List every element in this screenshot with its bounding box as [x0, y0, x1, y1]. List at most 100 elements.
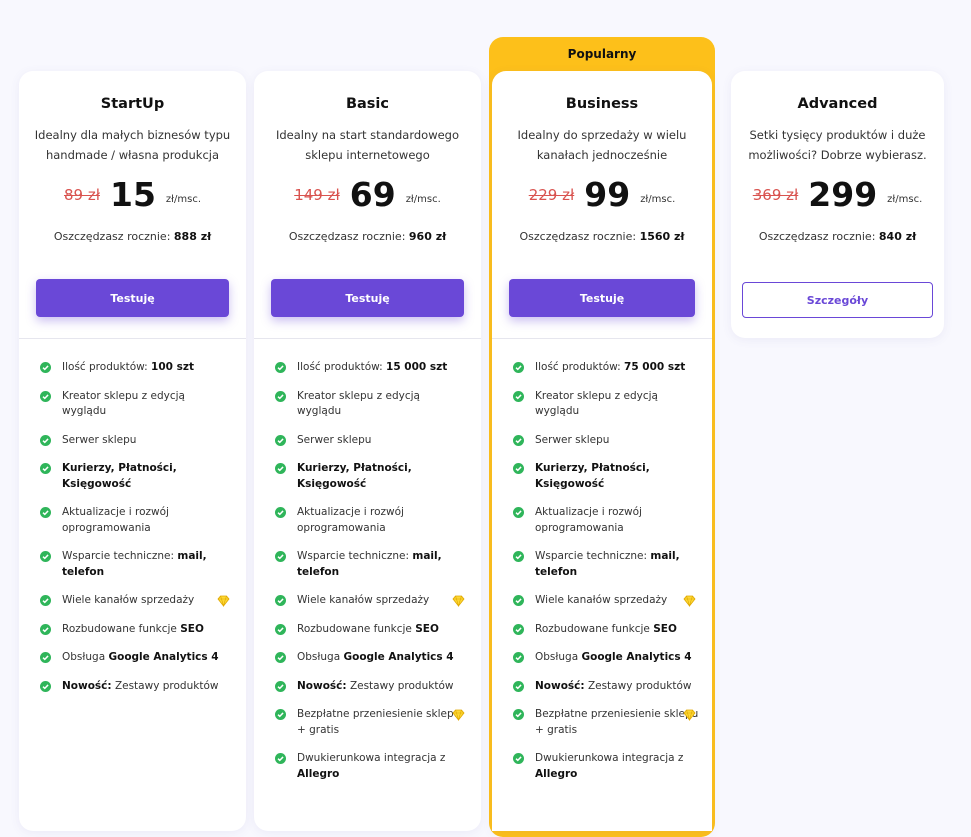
- description-line: handmade / własna produkcja: [45, 148, 220, 162]
- feature-part: Zestawy produktów: [349, 679, 454, 692]
- plan-button[interactable]: Szczegóły: [742, 282, 933, 318]
- feature-part: Bezpłatne przeniesienie sklepu + gratis: [535, 708, 699, 736]
- feature-part: Zestawy produktów: [114, 679, 219, 692]
- feature-text: Aktualizacje i rozwój oprogramowania: [62, 505, 228, 536]
- feature: Aktualizacje i rozwój oprogramowania: [19, 505, 246, 536]
- feature-part: Ilość produktów:: [297, 361, 383, 373]
- feature: Kreator sklepu z edycją wyglądu: [19, 389, 246, 420]
- feature-text: Rozbudowane funkcje SEO: [297, 622, 463, 638]
- feature-text: Aktualizacje i rozwój oprogramowania: [535, 505, 701, 536]
- savings-label: Oszczędzasz rocznie:: [519, 230, 637, 243]
- feature-text: Obsługa Google Analytics 4: [62, 650, 228, 666]
- feature: Obsługa Google Analytics 4: [19, 650, 246, 666]
- plan-name: Advanced: [797, 96, 878, 112]
- feature: Wiele kanałów sprzedaży: [254, 593, 481, 609]
- check-icon: [275, 623, 286, 635]
- feature-part: 100 szt: [151, 361, 194, 373]
- feature-part: Rozbudowane funkcje: [297, 622, 412, 635]
- feature-part: Google Analytics 4: [581, 651, 692, 663]
- feature-text: Wsparcie techniczne: mail, telefon: [297, 549, 463, 580]
- feature-part: mail, telefon: [535, 550, 680, 578]
- check-icon: [40, 507, 51, 518]
- old-price: 229 zł: [528, 185, 575, 204]
- price-row: 149 zł 69 zł/msc.: [254, 175, 481, 214]
- feature-part: Nowość:: [297, 679, 347, 692]
- feature-text: Kurierzy, Płatności, Księgowość: [297, 461, 463, 492]
- description-line: kanałach jednocześnie: [536, 148, 668, 162]
- plan-header: StartUp Idealny dla małych biznesów typu h…: [19, 71, 246, 338]
- description-line: sklepu internetowego: [305, 148, 430, 162]
- yearly-savings: Oszczędzasz rocznie: 840 zł: [731, 230, 944, 243]
- description-line: Setki tysięcy produktów i duże: [749, 128, 926, 142]
- plan-button[interactable]: Testuję: [271, 279, 464, 317]
- feature: Ilość produktów: 75 000 szt: [492, 360, 712, 376]
- old-price: 149 zł: [294, 185, 340, 204]
- check-icon: [513, 709, 524, 720]
- feature-part: Google Analytics 4: [108, 651, 219, 663]
- feature-part: SEO: [415, 622, 439, 635]
- feature-part: mail, telefon: [62, 550, 207, 578]
- feature-part: Aktualizacje i rozwój oprogramowania: [62, 506, 169, 534]
- feature-text: Nowość: Zestawy produktów: [297, 679, 463, 695]
- plan-name: StartUp: [100, 96, 165, 112]
- feature-part: Kreator sklepu z edycją wyglądu: [297, 389, 420, 418]
- feature: Wiele kanałów sprzedaży: [492, 593, 712, 609]
- feature-text: Dwukierunkowa integracja z Allegro: [535, 751, 701, 782]
- feature: Wsparcie techniczne: mail, telefon: [492, 549, 712, 580]
- premium-icon: [452, 595, 465, 607]
- feature: Bezpłatne przeniesienie sklepu + gratis: [254, 707, 481, 738]
- feature-text: Ilość produktów: 100 szt: [62, 360, 228, 376]
- description-line: Idealny dla małych biznesów typu: [34, 128, 231, 142]
- feature: Bezpłatne przeniesienie sklepu + gratis: [492, 707, 712, 738]
- plan-button[interactable]: Testuję: [509, 279, 695, 317]
- savings-label: Oszczędzasz rocznie:: [288, 230, 406, 243]
- plan-header: Advanced Setki tysięcy produktów i duże mo…: [731, 71, 944, 338]
- feature: Aktualizacje i rozwój oprogramowania: [254, 505, 481, 536]
- feature-text: Serwer sklepu: [297, 433, 463, 449]
- price-unit: zł/msc.: [165, 194, 202, 205]
- check-icon: [513, 753, 524, 764]
- feature: Kurierzy, Płatności, Księgowość: [19, 461, 246, 492]
- description-line: Idealny na start standardowego: [275, 128, 460, 142]
- feature-part: Serwer sklepu: [297, 433, 372, 446]
- feature-text: Ilość produktów: 15 000 szt: [297, 360, 463, 376]
- feature-text: Wsparcie techniczne: mail, telefon: [62, 549, 228, 580]
- check-icon: [513, 652, 524, 663]
- feature-part: SEO: [653, 622, 677, 635]
- check-icon: [40, 623, 51, 635]
- feature-text: Kurierzy, Płatności, Księgowość: [62, 461, 228, 492]
- feature-text: Bezpłatne przeniesienie sklepu + gratis: [297, 707, 463, 738]
- price-unit: zł/msc.: [640, 194, 676, 205]
- plan-button[interactable]: Testuję: [36, 279, 229, 317]
- feature-part: Wsparcie techniczne:: [535, 550, 648, 562]
- premium-icon: [683, 709, 696, 721]
- feature-part: 75 000 szt: [624, 361, 686, 373]
- plan-name: Basic: [345, 96, 390, 112]
- feature-part: Kurierzy, Płatności, Księgowość: [62, 462, 177, 490]
- old-price: 369 zł: [752, 185, 799, 204]
- feature-part: Rozbudowane funkcje: [535, 622, 650, 635]
- check-icon: [513, 463, 524, 474]
- feature: Wsparcie techniczne: mail, telefon: [19, 549, 246, 580]
- feature-part: Wiele kanałów sprzedaży: [62, 594, 195, 606]
- feature-part: Nowość:: [62, 679, 112, 692]
- feature-part: Ilość produktów:: [535, 361, 621, 373]
- feature: Nowość: Zestawy produktów: [492, 679, 712, 695]
- price-unit: zł/msc.: [405, 194, 441, 205]
- feature-text: Wiele kanałów sprzedaży: [62, 593, 228, 609]
- feature-part: mail, telefon: [297, 550, 442, 578]
- feature-text: Bezpłatne przeniesienie sklepu + gratis: [535, 707, 701, 738]
- feature-part: Zestawy produktów: [587, 679, 692, 692]
- feature-part: Nowość:: [535, 679, 585, 692]
- feature-text: Dwukierunkowa integracja z Allegro: [297, 751, 463, 782]
- price-unit: zł/msc.: [887, 194, 923, 205]
- feature-part: Bezpłatne przeniesienie sklepu + gratis: [297, 708, 461, 736]
- price: 99: [584, 175, 631, 214]
- check-icon: [275, 551, 286, 562]
- feature-part: Allegro: [535, 767, 578, 780]
- feature-part: SEO: [180, 622, 204, 635]
- check-icon: [40, 463, 51, 474]
- feature: Aktualizacje i rozwój oprogramowania: [492, 505, 712, 536]
- check-icon: [275, 680, 286, 692]
- premium-icon: [452, 709, 465, 721]
